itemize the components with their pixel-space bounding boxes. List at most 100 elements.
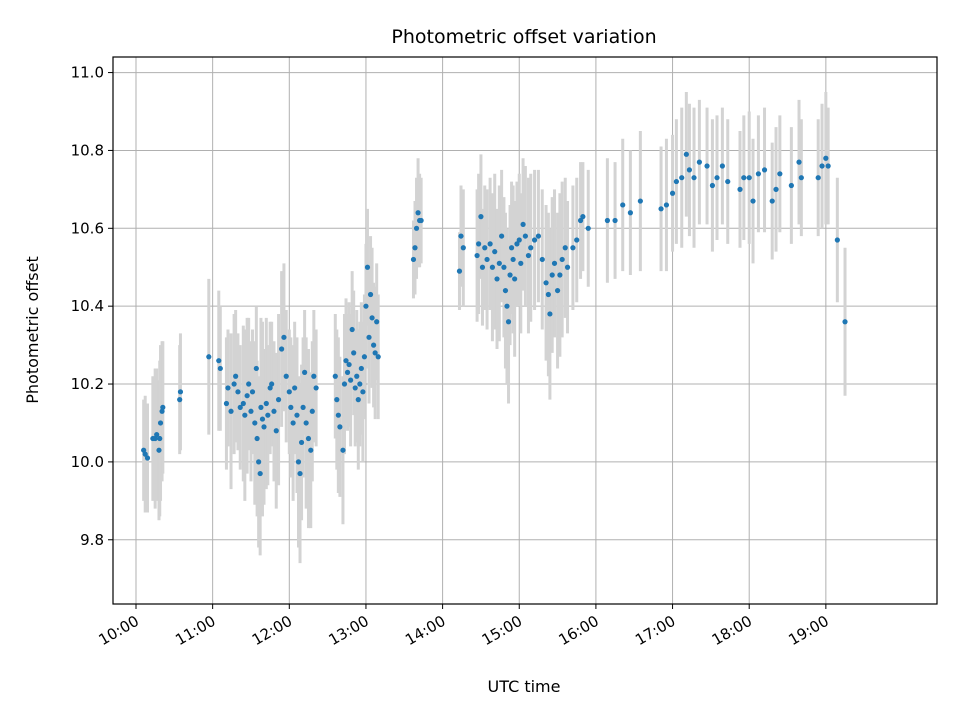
data-point <box>478 214 484 220</box>
data-point <box>256 459 262 465</box>
data-point <box>719 163 725 169</box>
data-point <box>535 233 542 239</box>
data-point <box>549 272 555 278</box>
data-point <box>415 210 421 216</box>
data-point <box>798 175 804 181</box>
data-point <box>300 404 306 410</box>
data-point <box>551 260 558 266</box>
data-point <box>177 389 184 395</box>
data-point <box>281 334 287 340</box>
data-point <box>294 412 300 418</box>
data-point <box>545 291 551 298</box>
data-point <box>714 175 720 181</box>
data-point <box>492 249 498 255</box>
data-point <box>249 389 256 395</box>
data-point <box>228 408 234 414</box>
data-point <box>755 171 762 177</box>
data-point <box>525 252 532 259</box>
data-point <box>518 260 524 266</box>
data-point <box>275 397 282 403</box>
data-point <box>825 163 831 169</box>
data-point <box>288 404 294 410</box>
data-point <box>366 334 372 340</box>
data-point <box>796 159 802 165</box>
data-point <box>574 237 580 243</box>
data-point <box>297 470 303 477</box>
data-point <box>372 350 378 356</box>
data-point <box>369 315 375 321</box>
data-point <box>253 365 259 372</box>
data-point <box>496 260 502 266</box>
data-point <box>528 245 534 251</box>
data-point <box>508 245 515 251</box>
y-tick-label: 9.8 <box>80 531 104 549</box>
data-point <box>246 381 252 387</box>
data-point <box>673 178 679 185</box>
data-point <box>240 400 246 407</box>
data-point <box>418 217 424 224</box>
data-point <box>507 272 513 278</box>
y-tick-label: 10.6 <box>71 219 104 237</box>
data-point <box>349 326 355 333</box>
x-axis-label: UTC time <box>488 677 561 696</box>
data-point <box>225 385 231 391</box>
data-point <box>374 319 380 325</box>
data-point <box>286 389 292 395</box>
data-point <box>237 404 243 410</box>
data-point <box>375 354 381 360</box>
data-point <box>543 280 549 286</box>
data-point <box>355 397 361 403</box>
data-point <box>298 439 305 446</box>
data-point <box>361 354 368 360</box>
data-point <box>815 175 821 181</box>
data-point <box>663 202 670 208</box>
data-point <box>233 373 239 379</box>
data-point <box>679 175 685 181</box>
data-point <box>302 369 308 375</box>
data-point <box>746 175 752 181</box>
data-point <box>564 264 571 270</box>
y-tick-label: 10.0 <box>71 453 104 471</box>
data-point <box>290 420 296 426</box>
data-point <box>364 264 371 270</box>
data-point <box>308 447 314 453</box>
data-point <box>257 470 263 477</box>
data-point <box>504 303 510 309</box>
data-point <box>343 358 349 364</box>
data-point <box>259 416 266 422</box>
data-point <box>216 358 222 364</box>
y-axis-ticks: 9.8 10.0 10.2 10.4 10.6 10.8 11.0 <box>71 64 113 549</box>
data-point <box>341 381 348 387</box>
data-point <box>154 432 160 438</box>
data-point <box>460 245 466 251</box>
data-point <box>769 198 775 204</box>
data-point <box>367 291 374 298</box>
data-point <box>580 214 586 220</box>
data-point <box>627 210 633 216</box>
data-point <box>834 237 840 243</box>
y-tick-label: 10.4 <box>71 297 104 315</box>
data-point <box>242 412 248 418</box>
data-point <box>261 424 267 430</box>
data-point <box>691 175 697 181</box>
data-point <box>484 256 490 263</box>
data-point <box>360 389 366 395</box>
data-point <box>248 408 254 414</box>
data-point <box>305 435 312 442</box>
data-point <box>335 412 341 418</box>
data-point <box>554 287 561 294</box>
data-points <box>141 151 848 477</box>
data-point <box>489 264 496 270</box>
data-point <box>458 233 464 239</box>
data-point <box>141 447 147 453</box>
y-axis-label: Photometric offset <box>23 256 42 404</box>
data-point <box>254 435 260 442</box>
data-point <box>696 159 702 165</box>
data-point <box>777 171 783 177</box>
data-point <box>514 241 520 247</box>
data-point <box>231 381 237 387</box>
data-point <box>773 186 779 192</box>
data-point <box>371 342 377 348</box>
